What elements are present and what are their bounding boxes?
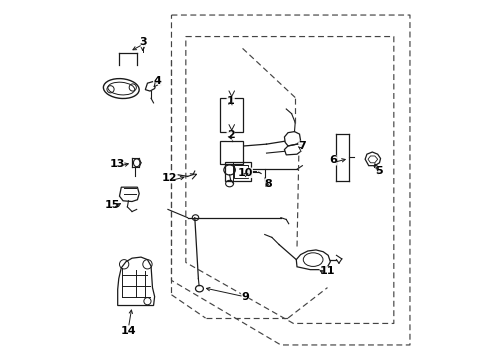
Bar [234,165,248,178]
Text: 5: 5 [376,166,383,176]
Text: 7: 7 [298,141,306,151]
Text: 3: 3 [139,37,147,47]
Bar [220,140,243,164]
Text: 6: 6 [329,155,337,165]
Text: 12: 12 [162,173,177,183]
Text: 9: 9 [241,292,249,302]
Text: 2: 2 [227,130,235,140]
Text: 10: 10 [237,168,253,178]
Text: 4: 4 [153,76,161,86]
Text: 15: 15 [105,200,120,210]
Text: 13: 13 [110,159,125,169]
Text: 8: 8 [265,179,272,189]
Text: 11: 11 [320,266,335,276]
Text: 1: 1 [227,96,235,106]
Bar [220,98,243,132]
Text: 14: 14 [121,325,136,336]
Bar [225,162,251,181]
